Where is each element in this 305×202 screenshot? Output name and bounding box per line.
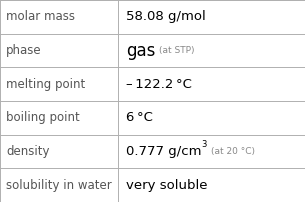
Text: (at 20 °C): (at 20 °C)	[211, 147, 255, 156]
Text: gas: gas	[126, 41, 155, 60]
Text: 58.08 g/mol: 58.08 g/mol	[126, 10, 206, 23]
Text: molar mass: molar mass	[6, 10, 75, 23]
Text: boiling point: boiling point	[6, 111, 80, 124]
Text: solubility in water: solubility in water	[6, 179, 112, 192]
Text: melting point: melting point	[6, 78, 85, 91]
Text: (at STP): (at STP)	[160, 46, 195, 55]
Text: density: density	[6, 145, 49, 158]
Text: 6 °C: 6 °C	[126, 111, 153, 124]
Text: 0.777 g/cm: 0.777 g/cm	[126, 145, 202, 158]
Text: phase: phase	[6, 44, 41, 57]
Text: – 122.2 °C: – 122.2 °C	[126, 78, 192, 91]
Text: 3: 3	[202, 140, 207, 149]
Text: very soluble: very soluble	[126, 179, 207, 192]
